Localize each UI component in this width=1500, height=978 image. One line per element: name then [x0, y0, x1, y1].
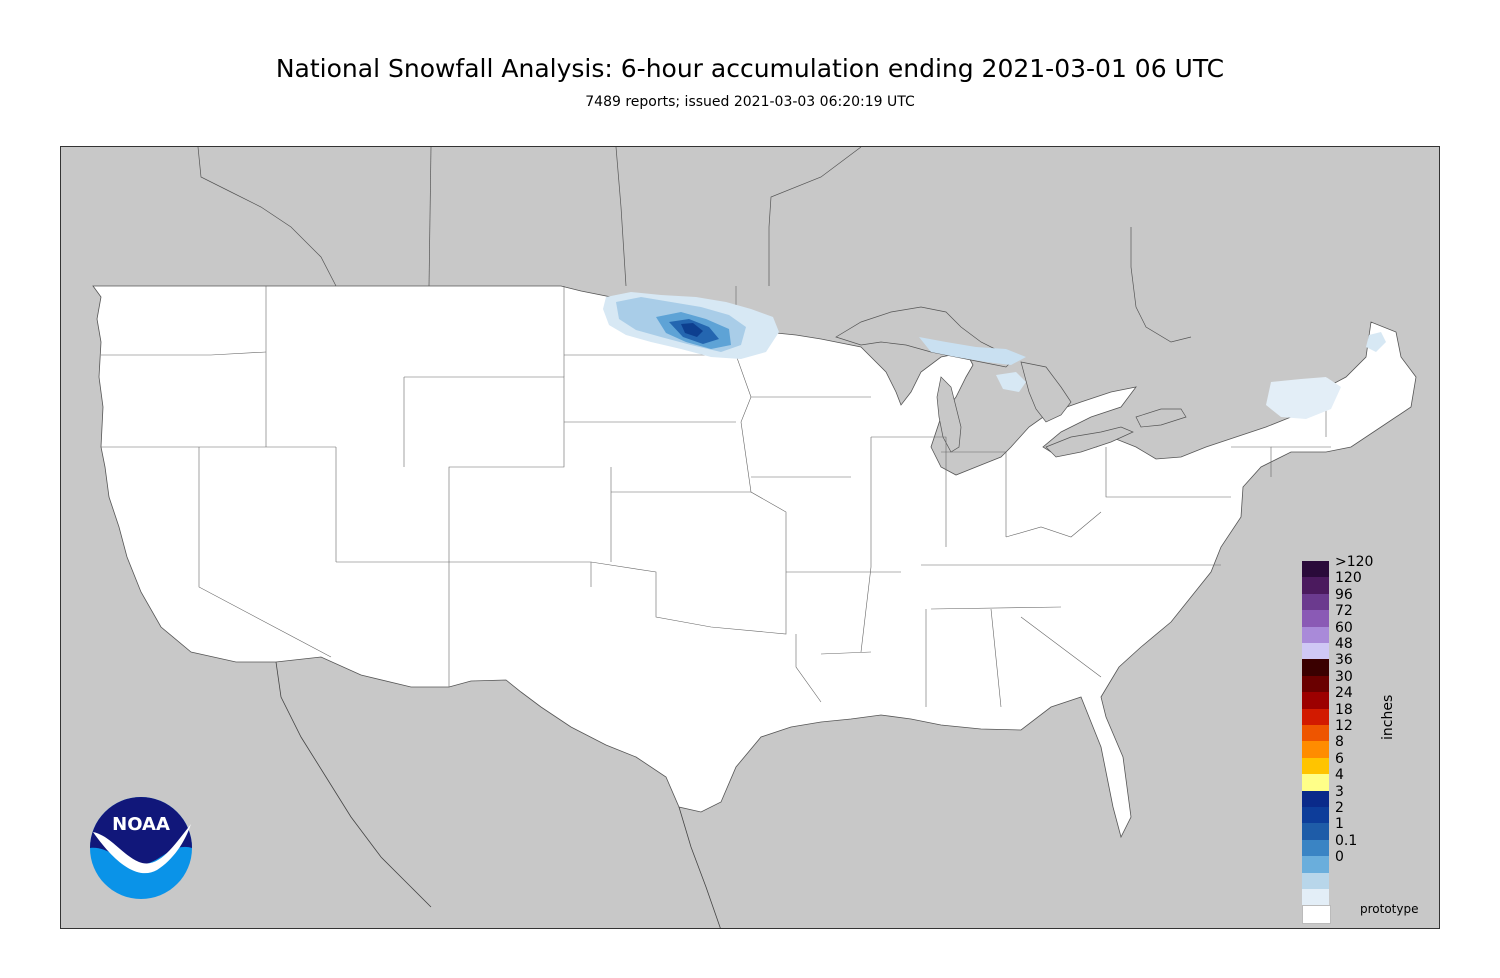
legend-swatch — [1302, 790, 1329, 807]
legend-swatch — [1302, 839, 1329, 857]
legend-colorbar — [1302, 561, 1331, 924]
legend-level-label: 4 — [1335, 767, 1344, 784]
legend-swatch — [1302, 856, 1329, 873]
legend-level-label: 48 — [1335, 636, 1353, 652]
lake-erie — [1045, 426, 1134, 458]
map-subtitle: 7489 reports; issued 2021-03-03 06:20:19… — [585, 94, 915, 110]
baja-coast — [275, 661, 432, 908]
legend-swatch — [1302, 626, 1329, 643]
legend-level-label: 1 — [1335, 816, 1344, 833]
legend-swatch — [1302, 741, 1329, 758]
legend-units-label: inches — [1380, 694, 1396, 740]
conus-land — [92, 285, 1417, 839]
legend-swatch — [1302, 561, 1329, 578]
legend-level-label: 30 — [1335, 668, 1353, 685]
legend-swatch — [1302, 610, 1329, 627]
legend-swatch — [1302, 774, 1329, 791]
lake-ontario — [1135, 408, 1187, 428]
legend-level-label: 6 — [1335, 750, 1344, 767]
legend-swatch — [1302, 659, 1329, 676]
legend-level-label: 72 — [1335, 603, 1353, 620]
legend-level-label: 8 — [1335, 734, 1344, 751]
legend-swatch — [1302, 577, 1329, 594]
gulf-coast-mexico — [678, 806, 721, 928]
prototype-label: prototype — [1360, 902, 1419, 916]
legend-level-label: 36 — [1335, 652, 1353, 669]
legend-swatch — [1302, 823, 1329, 840]
snow-maine — [1366, 332, 1386, 352]
legend-level-label: 24 — [1335, 685, 1353, 702]
legend-level-label: 96 — [1335, 586, 1353, 603]
noaa-logo-bird — [93, 824, 191, 874]
snowfall-shading — [603, 292, 1386, 419]
legend-level-label: 0.1 — [1335, 832, 1358, 849]
lake-michigan — [936, 376, 962, 453]
snow-new-england — [1266, 377, 1341, 419]
legend-swatch — [1302, 692, 1329, 709]
legend-level-label: 120 — [1335, 570, 1362, 587]
map-title: National Snowfall Analysis: 6-hour accum… — [275, 54, 1225, 83]
legend-level-label: 0 — [1335, 849, 1344, 866]
legend-level-label: 60 — [1335, 619, 1353, 636]
legend-swatch — [1302, 757, 1329, 775]
legend-swatch — [1302, 905, 1331, 924]
noaa-logo: NOAA — [90, 797, 192, 899]
legend-swatch — [1302, 643, 1329, 660]
lake-huron — [1020, 361, 1072, 423]
noaa-logo-text: NOAA — [112, 814, 170, 835]
snow-michigan-lower — [996, 372, 1026, 392]
legend-swatch — [1302, 675, 1329, 693]
legend-swatch — [1302, 593, 1329, 611]
map-frame — [60, 146, 1440, 929]
legend-swatch — [1302, 708, 1329, 725]
legend-swatch — [1302, 889, 1329, 906]
legend-level-label: >120 — [1335, 554, 1374, 570]
legend-level-label: 12 — [1335, 718, 1353, 734]
snow-north-dakota-max — [681, 323, 703, 337]
legend-level-label: 2 — [1335, 800, 1344, 816]
snow-michigan-up — [919, 337, 1026, 365]
legend-swatch — [1302, 725, 1329, 742]
legend-swatch — [1302, 872, 1329, 889]
canada-borders — [197, 147, 1192, 343]
legend-swatch — [1302, 807, 1329, 824]
legend-level-label: 18 — [1335, 701, 1353, 718]
legend-level-label: 3 — [1335, 783, 1344, 800]
snowfall-map — [61, 147, 1439, 928]
